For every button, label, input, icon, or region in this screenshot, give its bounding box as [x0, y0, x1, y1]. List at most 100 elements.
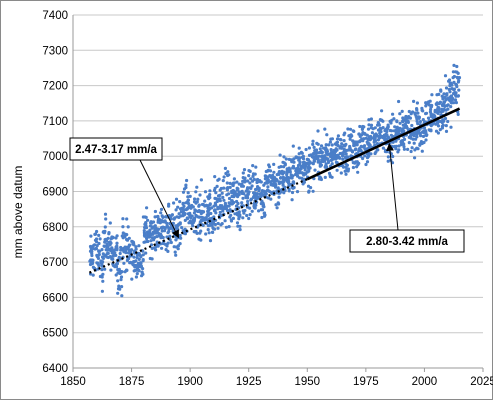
data-point — [440, 94, 444, 98]
data-point — [232, 191, 236, 195]
data-point — [439, 89, 443, 93]
data-point — [312, 145, 316, 149]
data-point — [131, 240, 136, 245]
data-point — [398, 121, 402, 125]
data-point — [246, 199, 250, 204]
data-point — [135, 256, 139, 260]
data-point — [287, 179, 291, 183]
data-point — [377, 123, 381, 127]
data-point — [399, 143, 403, 147]
data-point — [251, 172, 256, 176]
data-point — [120, 270, 124, 274]
data-point — [246, 186, 250, 190]
data-point — [211, 220, 215, 224]
data-point — [291, 180, 295, 184]
data-point — [203, 199, 207, 203]
data-point — [231, 194, 235, 199]
x-tick-label: 1850 — [60, 376, 86, 388]
data-point — [400, 109, 404, 113]
data-point — [298, 156, 302, 160]
data-point — [376, 148, 380, 152]
data-point — [259, 191, 264, 195]
data-point — [206, 228, 210, 232]
data-point — [451, 70, 455, 74]
data-point — [391, 112, 395, 116]
data-point — [274, 183, 278, 187]
data-point — [423, 129, 427, 133]
data-point — [407, 115, 411, 119]
data-point — [351, 165, 355, 170]
data-point — [241, 171, 245, 175]
data-point — [196, 224, 200, 228]
data-point — [246, 179, 250, 183]
data-point — [263, 174, 267, 178]
data-point — [247, 169, 251, 173]
data-point — [220, 191, 224, 195]
x-tick-label: 1900 — [177, 376, 203, 388]
data-point — [123, 232, 127, 236]
data-point — [351, 129, 355, 133]
data-point — [255, 180, 259, 185]
data-point — [436, 124, 441, 128]
data-point — [107, 231, 111, 235]
data-point — [245, 213, 249, 218]
data-point — [373, 138, 377, 142]
data-point — [169, 240, 173, 245]
data-point — [251, 179, 255, 183]
data-point — [437, 92, 441, 96]
data-point — [452, 101, 456, 105]
data-point — [193, 197, 197, 201]
data-point — [180, 226, 184, 230]
data-point — [324, 162, 328, 166]
data-point — [249, 186, 253, 190]
data-point — [344, 152, 348, 156]
data-point — [88, 249, 93, 253]
data-point — [137, 251, 141, 256]
data-point — [303, 172, 307, 176]
data-point — [400, 140, 405, 144]
data-point — [251, 164, 255, 168]
data-point — [166, 225, 170, 229]
data-point — [266, 175, 270, 179]
data-point — [305, 170, 309, 174]
data-point — [153, 228, 157, 232]
data-point — [222, 198, 226, 202]
data-point — [104, 253, 108, 257]
data-point — [442, 119, 446, 123]
data-point — [165, 244, 169, 248]
data-point — [106, 251, 110, 255]
data-point — [95, 244, 99, 248]
annotation-box — [69, 137, 163, 161]
data-point — [141, 253, 145, 257]
data-point — [125, 238, 130, 242]
data-point — [330, 162, 334, 166]
data-point — [339, 146, 344, 150]
data-point — [416, 122, 420, 126]
data-point — [415, 119, 419, 123]
data-point — [227, 225, 231, 229]
data-point — [103, 212, 108, 216]
data-point — [350, 149, 354, 153]
data-point — [213, 186, 217, 190]
data-point — [419, 140, 423, 144]
y-tick-label: 6800 — [42, 222, 68, 234]
data-point — [175, 224, 179, 229]
data-point — [437, 107, 441, 111]
annotation-label: 2.47-3.17 mm/a — [75, 144, 157, 156]
data-point — [142, 229, 146, 233]
data-point — [397, 99, 401, 104]
data-point — [381, 119, 385, 123]
data-point — [395, 125, 399, 129]
data-point — [409, 112, 413, 116]
data-point — [319, 163, 323, 167]
data-point — [369, 137, 373, 141]
data-point — [125, 258, 129, 262]
data-point — [354, 147, 358, 151]
data-point — [117, 284, 121, 288]
data-point — [237, 182, 241, 186]
data-point — [174, 197, 179, 201]
data-point — [209, 222, 214, 227]
data-point — [393, 125, 397, 129]
data-point — [166, 241, 170, 245]
data-point — [445, 93, 449, 97]
